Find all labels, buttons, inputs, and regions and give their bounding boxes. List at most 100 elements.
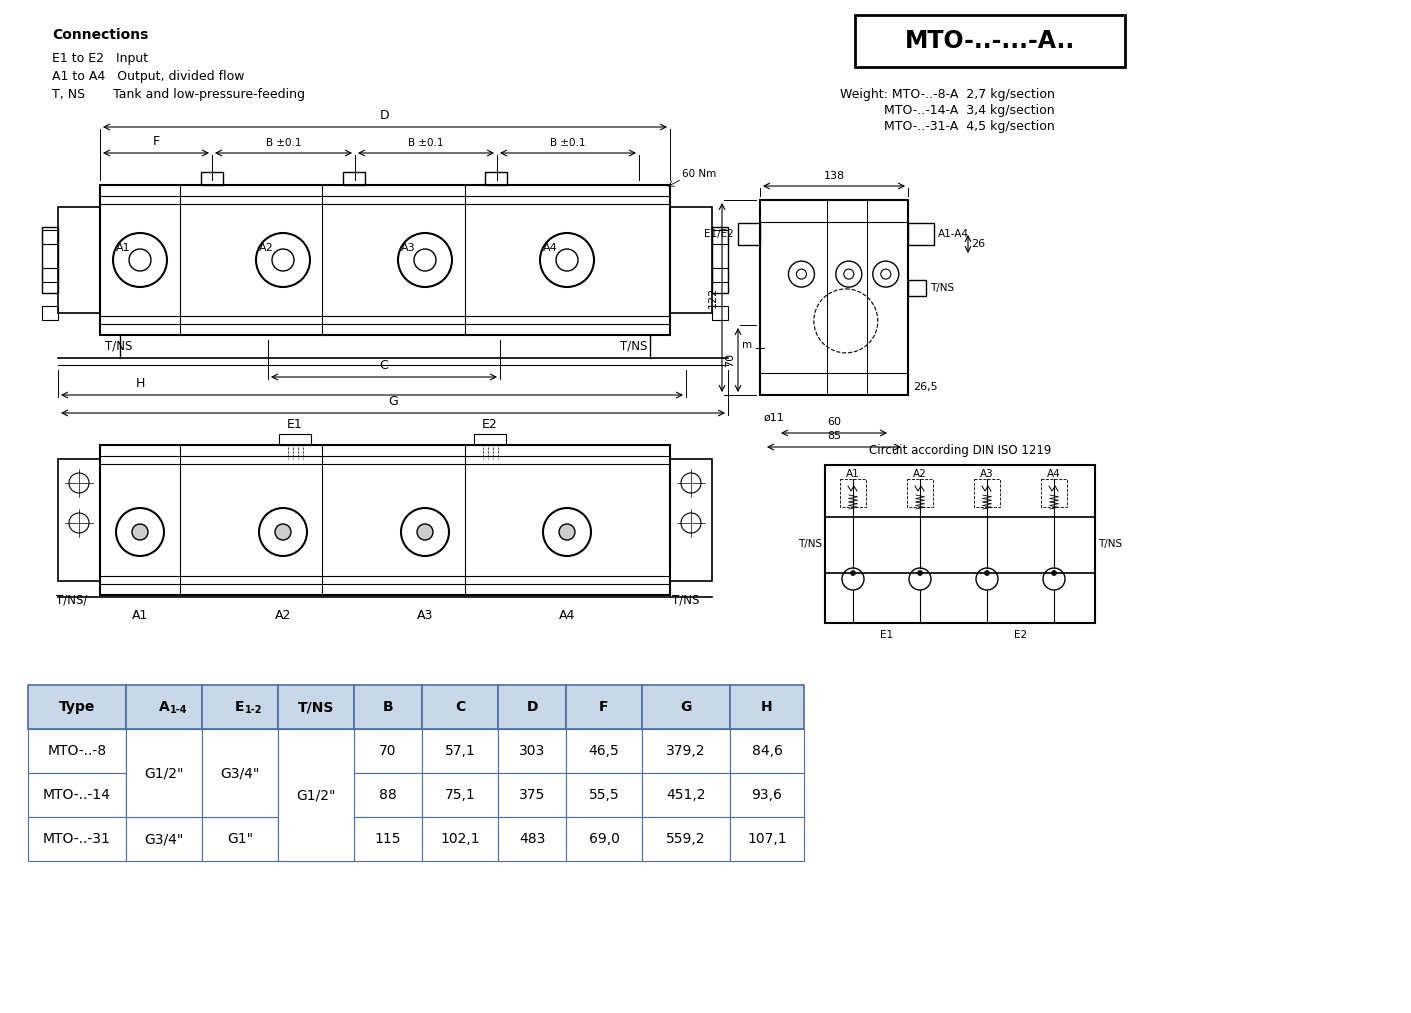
Bar (202, 773, 278, 817)
Text: A3: A3 (401, 243, 416, 253)
Bar (422, 817, 498, 861)
Bar (670, 459, 713, 581)
Bar (840, 479, 866, 506)
Text: 1-2: 1-2 (246, 705, 262, 715)
Circle shape (418, 524, 433, 540)
Text: H: H (761, 700, 773, 714)
Circle shape (1051, 570, 1057, 575)
Bar (713, 306, 728, 320)
Text: G1/2": G1/2" (144, 744, 183, 758)
Text: T, NS       Tank and low-pressure-feeding: T, NS Tank and low-pressure-feeding (52, 88, 305, 101)
Bar (642, 773, 729, 817)
Bar (58, 207, 100, 313)
Bar (42, 268, 58, 282)
Text: 46,5: 46,5 (588, 744, 619, 758)
Text: G1/2": G1/2" (144, 766, 183, 780)
Text: Type: Type (59, 700, 95, 714)
Bar (729, 817, 804, 861)
Text: G: G (680, 700, 691, 714)
Text: A4: A4 (1047, 469, 1061, 479)
Text: G1/2": G1/2" (144, 788, 183, 802)
Text: A1: A1 (847, 469, 859, 479)
Text: A2: A2 (913, 469, 927, 479)
Text: 93,6: 93,6 (752, 788, 783, 802)
Circle shape (559, 524, 576, 540)
Text: C: C (380, 359, 388, 372)
Bar (126, 729, 202, 817)
Bar (200, 172, 223, 185)
Text: 88: 88 (380, 788, 396, 802)
Text: 75,1: 75,1 (444, 788, 476, 802)
Circle shape (851, 570, 855, 575)
Text: T/NS: T/NS (298, 700, 334, 714)
Text: Connections: Connections (52, 28, 148, 42)
Bar (278, 729, 354, 861)
Text: 102,1: 102,1 (440, 832, 480, 846)
Bar (278, 817, 354, 861)
Text: 1-4: 1-4 (169, 705, 188, 715)
Text: E1/E2: E1/E2 (704, 229, 734, 239)
Bar (28, 817, 126, 861)
Bar (126, 773, 202, 817)
Text: E: E (236, 700, 244, 714)
Bar (126, 729, 202, 773)
Text: 122: 122 (708, 287, 718, 308)
Text: MTO-..-31: MTO-..-31 (44, 832, 111, 846)
Text: C: C (454, 700, 466, 714)
Bar (354, 773, 422, 817)
Text: G: G (388, 395, 398, 408)
Bar (1041, 479, 1067, 506)
Bar (498, 729, 566, 773)
Bar (28, 729, 126, 773)
Text: B ±0.1: B ±0.1 (550, 138, 586, 148)
Text: H: H (135, 377, 145, 390)
Text: G1": G1" (227, 832, 253, 846)
Bar (354, 817, 422, 861)
Text: MTO-..-14: MTO-..-14 (44, 788, 111, 802)
Bar (825, 465, 1095, 623)
Text: T/NS/: T/NS/ (56, 593, 87, 606)
Text: B: B (382, 700, 394, 714)
Text: 60: 60 (827, 417, 841, 427)
Bar (855, 15, 1125, 67)
Text: G1/2": G1/2" (296, 788, 336, 802)
Text: 26,5: 26,5 (913, 382, 938, 392)
Bar (42, 227, 58, 293)
Bar (909, 280, 926, 296)
Bar (474, 434, 507, 445)
Text: E1: E1 (880, 630, 893, 640)
Bar (713, 230, 728, 244)
Text: A3: A3 (981, 469, 993, 479)
Bar (278, 685, 354, 729)
Bar (202, 817, 278, 861)
Circle shape (917, 570, 923, 575)
Bar (422, 729, 498, 773)
Bar (729, 729, 804, 773)
Text: A: A (158, 700, 169, 714)
Text: 70: 70 (380, 744, 396, 758)
Bar (202, 729, 278, 773)
Text: MTO-..-14-A  3,4 kg/section: MTO-..-14-A 3,4 kg/section (840, 104, 1054, 116)
Text: T/NS: T/NS (797, 539, 823, 549)
Bar (58, 459, 100, 581)
Text: E2: E2 (1015, 630, 1027, 640)
Text: G3/4": G3/4" (220, 744, 260, 758)
Text: 451,2: 451,2 (666, 788, 706, 802)
Text: D: D (526, 700, 538, 714)
Text: A4: A4 (559, 609, 576, 622)
Text: G1/2": G1/2" (296, 788, 336, 802)
Text: 375: 375 (519, 788, 545, 802)
Circle shape (985, 570, 989, 575)
Text: 138: 138 (824, 171, 845, 181)
Bar (28, 773, 126, 817)
Bar (42, 306, 58, 320)
Text: T/NS: T/NS (619, 339, 648, 352)
Text: A1-A4: A1-A4 (938, 229, 969, 239)
Text: A2: A2 (260, 243, 274, 253)
Bar (738, 223, 761, 245)
Text: T/NS: T/NS (930, 283, 954, 293)
Bar (100, 185, 670, 335)
Circle shape (133, 524, 148, 540)
Bar (642, 817, 729, 861)
Bar (498, 685, 566, 729)
